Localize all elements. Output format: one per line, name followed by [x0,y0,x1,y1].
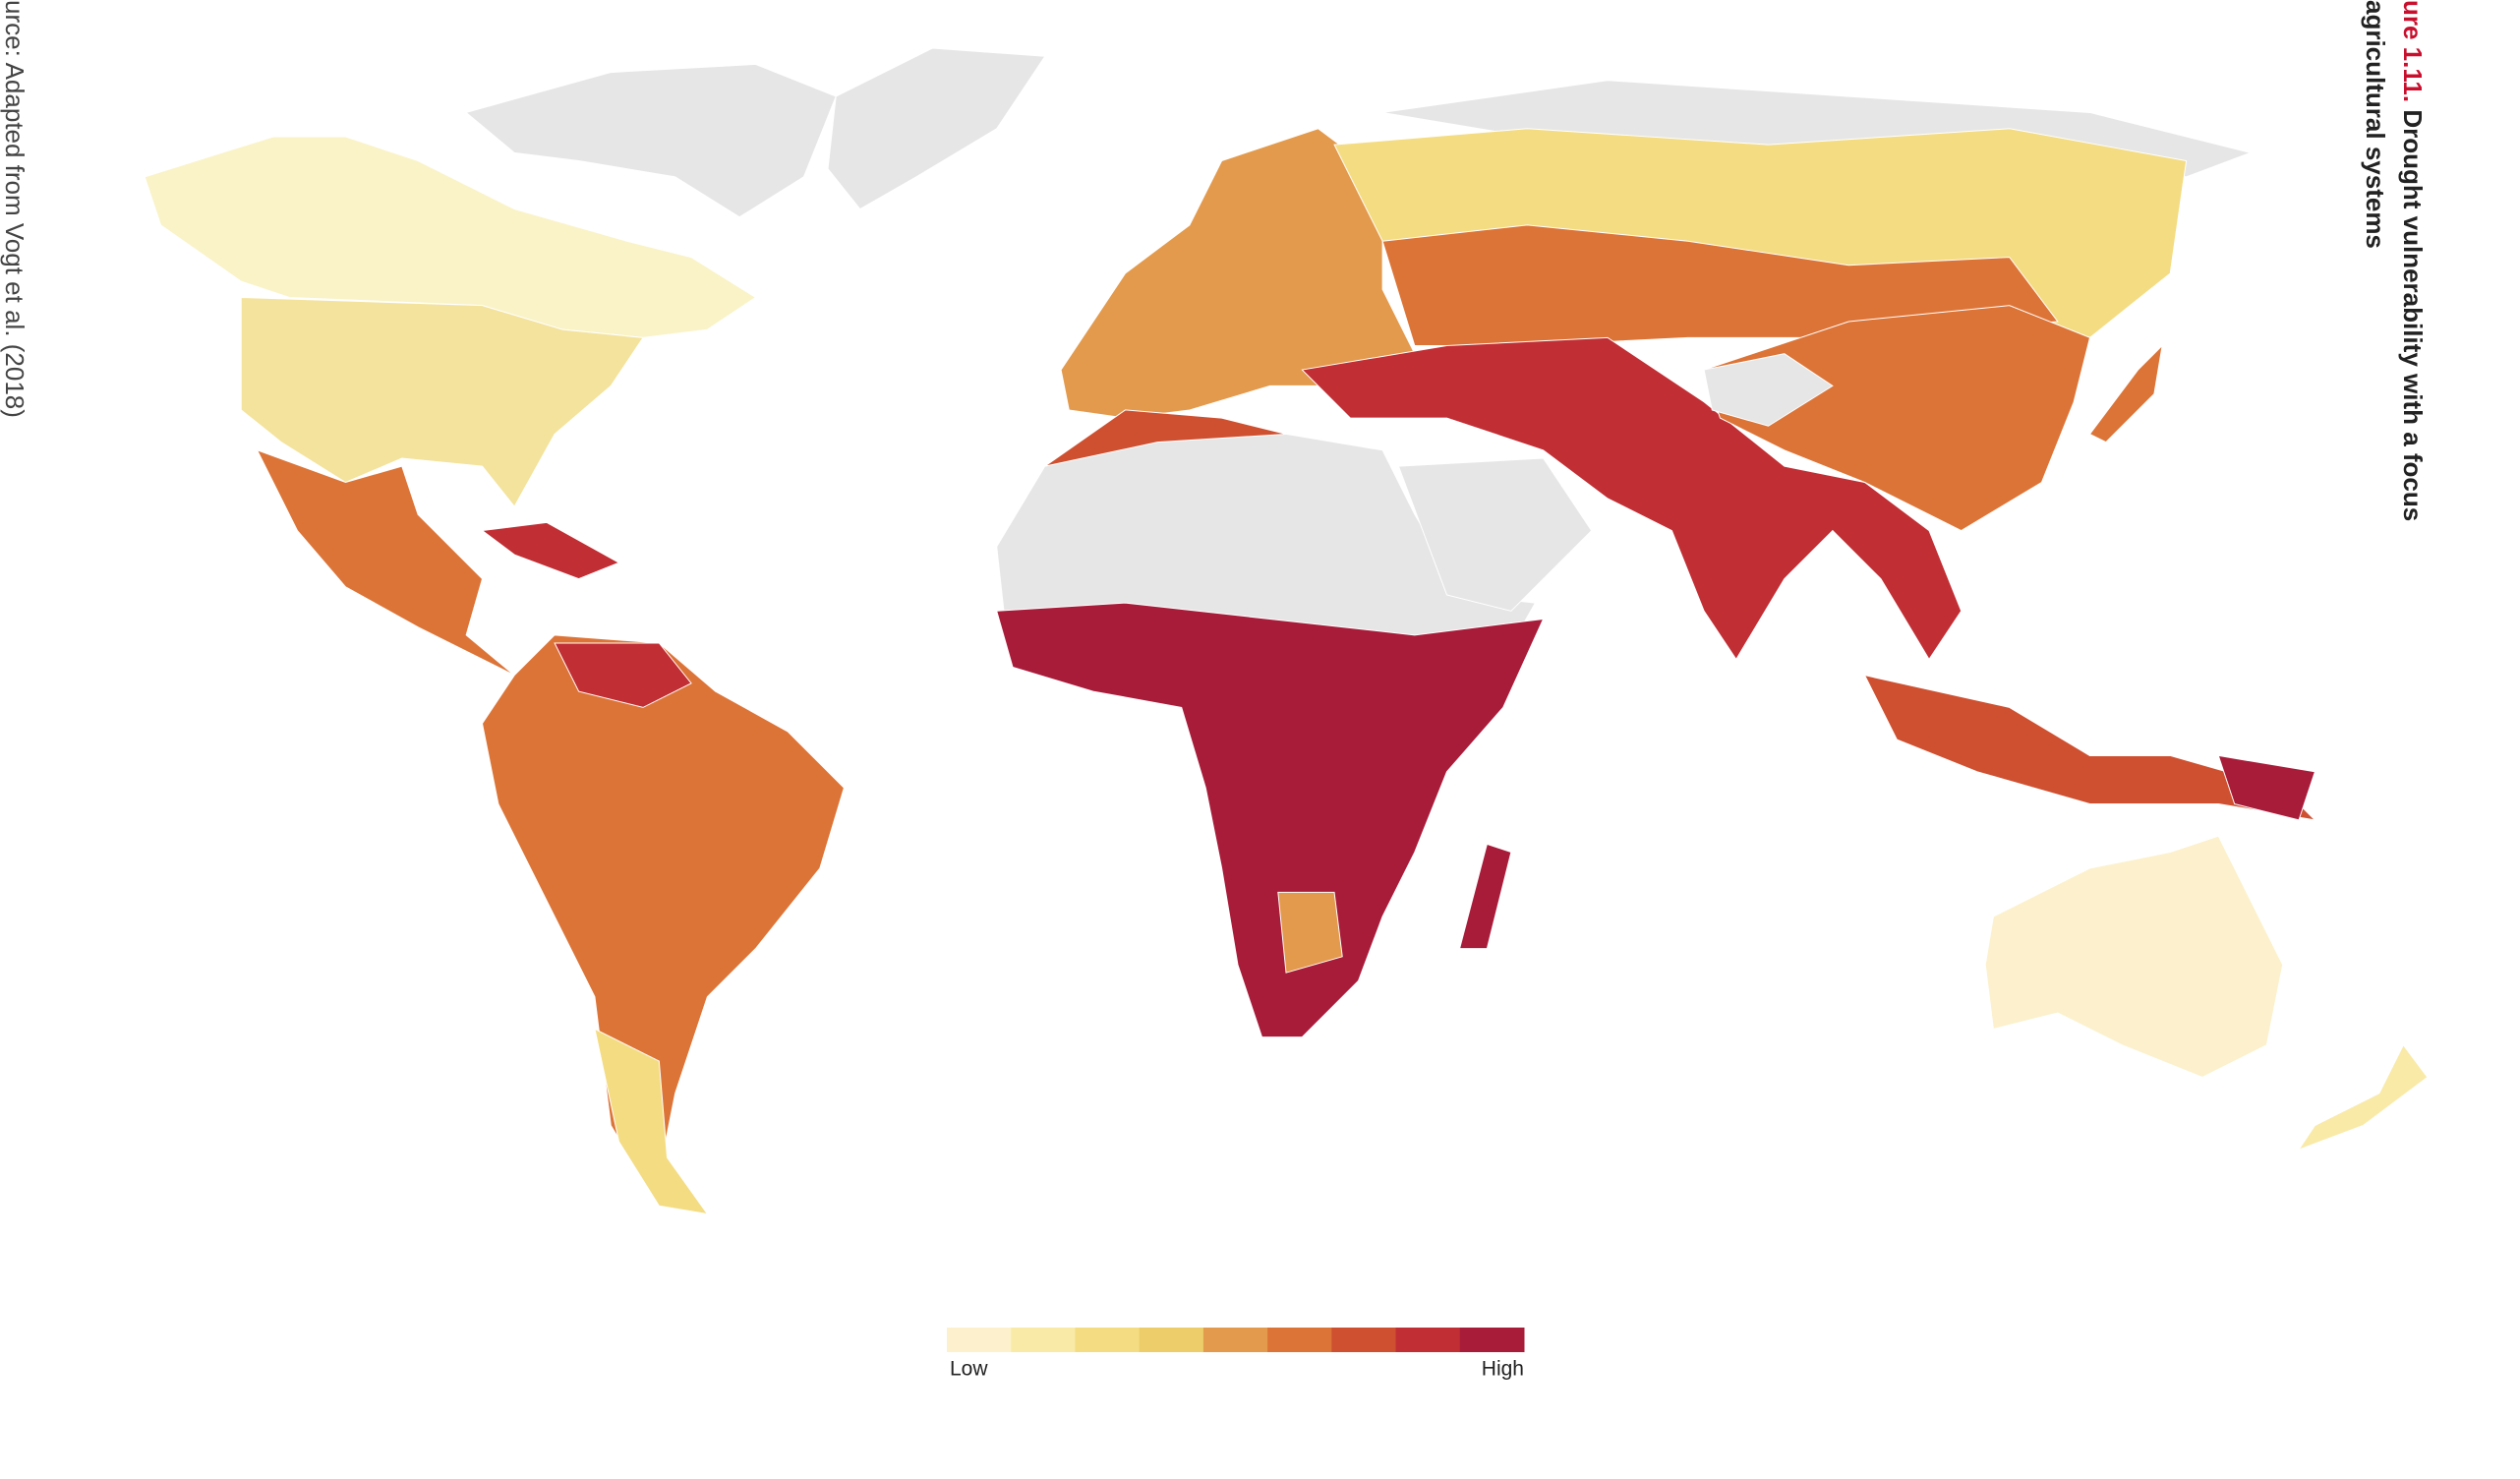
papua [2217,754,2316,821]
world-map [144,47,2429,1215]
south-asia [1301,336,1963,661]
usa [240,296,644,507]
legend-high: High [1482,1358,1524,1381]
figure-title: Drought vulnerability with a focus [2398,109,2428,521]
figure-title-line2: agricultural systems [2361,0,2390,249]
legend-swatch [1267,1328,1332,1352]
arctic-islands [465,63,837,218]
legend-swatch [1202,1328,1268,1352]
se-asia-islands [1863,674,2316,821]
legend-swatch [1459,1328,1525,1352]
caribbean [481,521,620,580]
legend-swatch [1395,1328,1461,1352]
legend-swatch [1011,1328,1076,1352]
tibet [1703,353,1834,427]
patagonia [594,1028,709,1215]
legend-swatch [947,1328,1012,1352]
sub-saharan-africa [996,602,1545,1038]
madagascar [1458,843,1512,950]
botswana [1277,891,1343,974]
venezuela [554,642,692,708]
figure-label: ure 1.11. [2398,0,2428,102]
legend-swatch [1075,1328,1141,1352]
australia [1984,835,2284,1078]
japan [2088,344,2163,444]
south-america [481,634,845,1215]
legend-swatch [1331,1328,1397,1352]
legend-low: Low [950,1358,988,1381]
figure-source: urce: Adapted from Vogt et al. (2018) [0,0,29,418]
canada [144,136,757,338]
arabia [1397,457,1593,612]
maghreb [1044,409,1287,467]
central-america [256,448,515,677]
legend-swatch [1139,1328,1204,1352]
china [1703,305,2091,532]
new-zealand [2297,1043,2429,1152]
greenland [827,47,1046,210]
figure-title-line1: ure 1.11. Drought vulnerability with a f… [2398,0,2428,521]
legend [947,1328,1525,1352]
